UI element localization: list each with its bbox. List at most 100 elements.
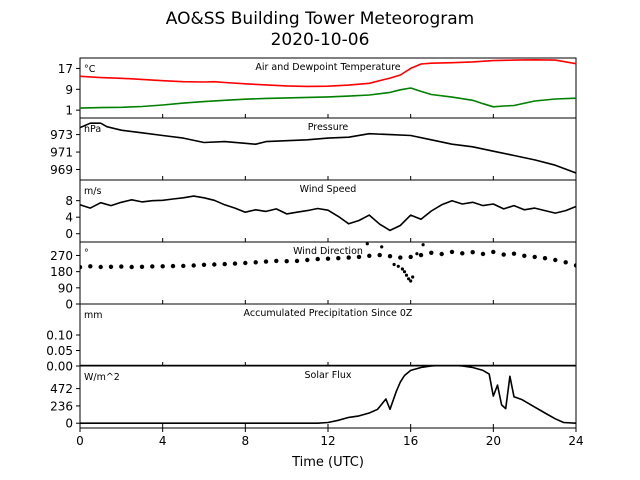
wind-direction-point: [415, 252, 419, 256]
wind-direction-point: [88, 264, 93, 269]
panel-unit: hPa: [84, 124, 101, 135]
y-tick-label: 0: [65, 417, 73, 431]
wind-direction-point: [449, 249, 455, 255]
wind-direction-point: [336, 256, 341, 261]
wind-direction-point: [325, 256, 331, 261]
wind-direction-point: [108, 264, 114, 269]
wind-direction-point: [80, 265, 83, 270]
y-tick-label: 17: [58, 62, 73, 76]
x-tick-label: 24: [568, 434, 583, 448]
figure-subtitle: 2020-10-06: [271, 30, 370, 50]
wind-direction-point: [129, 264, 134, 270]
wind-direction-point: [160, 264, 165, 269]
wind-direction-point: [532, 254, 537, 260]
wind-direction-point: [392, 262, 396, 267]
wind-direction-point: [191, 263, 196, 268]
panel-title: Wind Speed: [300, 184, 357, 195]
wind-direction-point: [170, 263, 176, 269]
y-tick-label: 236: [50, 399, 73, 413]
y-tick-label: 270: [50, 249, 73, 263]
wind-direction-point: [407, 277, 411, 281]
panel-unit: mm: [84, 310, 103, 321]
x-axis: 0 4 8 12 16 20 24: [76, 428, 584, 448]
panel-frame: [79, 365, 577, 429]
wind-direction-point: [429, 250, 434, 255]
wind-direction-point: [396, 264, 400, 268]
series-line-1: [80, 195, 576, 232]
panel-5: 0.00 0.050.10 mm Accumulated Precipitation …: [46, 303, 577, 374]
wind-direction-point: [212, 262, 217, 267]
plot-area: [80, 242, 576, 283]
x-axis-label: Time (UTC): [291, 455, 364, 470]
wind-direction-point: [119, 264, 124, 269]
panel-title: Solar Flux: [305, 370, 352, 381]
y-tick-label: 90: [58, 281, 73, 295]
wind-direction-point: [243, 260, 248, 266]
panel-frame: [79, 117, 577, 181]
wind-direction-point: [522, 253, 527, 258]
panel-3: 0 4 8 m/s Wind Speed: [65, 179, 577, 243]
wind-direction-point: [404, 273, 409, 277]
plot-area: [80, 195, 576, 232]
series-line-1: [80, 122, 576, 174]
wind-direction-point: [553, 257, 558, 263]
panel-6: 0 236 472 W/m^2 Solar Flux: [50, 365, 577, 431]
wind-direction-point: [400, 267, 404, 271]
wind-direction-point: [356, 254, 362, 260]
x-tick-label: 4: [159, 434, 167, 448]
panel-title: Accumulated Precipitation Since 0Z: [244, 308, 413, 319]
panel-1: 1 9 17 °C Air and Dewpoint Temperature: [58, 57, 577, 119]
wind-direction-point: [542, 256, 548, 261]
x-tick-label: 8: [242, 434, 250, 448]
wind-direction-point: [367, 253, 372, 258]
wind-direction-point: [377, 252, 382, 258]
wind-direction-point: [315, 256, 320, 262]
chart-panels: 1 9 17 °C Air and Dewpoint Temperature 969 971…: [46, 57, 577, 431]
wind-direction-point: [470, 250, 475, 255]
y-tick-label: 0: [65, 227, 73, 241]
wind-direction-point: [439, 251, 444, 257]
y-tick-label: 1: [65, 104, 73, 118]
wind-direction-point: [222, 261, 227, 267]
wind-direction-point: [511, 251, 517, 256]
wind-direction-point: [365, 242, 369, 246]
y-tick-label: 472: [50, 382, 73, 396]
panel-title: Wind Direction: [293, 246, 363, 257]
x-tick-label: 16: [403, 434, 418, 448]
panel-unit: m/s: [84, 186, 101, 197]
panel-unit: °: [84, 248, 89, 259]
y-tick-label: 8: [65, 194, 73, 208]
y-tick-label: 0.10: [46, 329, 73, 343]
wind-direction-point: [139, 264, 145, 269]
x-tick-label: 0: [76, 434, 84, 448]
y-tick-label: 971: [50, 146, 73, 160]
panel-frame: [79, 57, 577, 119]
x-tick-label: 12: [320, 434, 335, 448]
wind-direction-point: [387, 254, 393, 259]
wind-direction-point: [274, 258, 279, 264]
wind-direction-point: [573, 263, 576, 268]
wind-direction-point: [563, 260, 568, 265]
plot-area: [80, 58, 576, 109]
wind-direction-point: [411, 275, 415, 279]
series-line-1: [80, 58, 576, 88]
panel-unit: W/m^2: [84, 372, 120, 383]
wind-direction-point: [232, 261, 238, 266]
wind-direction-point: [305, 257, 310, 263]
y-tick-label: 9: [65, 83, 73, 97]
wind-direction-point: [408, 254, 413, 260]
panel-title: Pressure: [308, 122, 349, 133]
wind-direction-point: [346, 255, 351, 260]
x-tick-label: 20: [486, 434, 501, 448]
wind-direction-point: [409, 279, 413, 283]
wind-direction-point: [201, 262, 207, 267]
wind-direction-point: [98, 264, 103, 270]
wind-direction-point: [253, 260, 258, 265]
y-tick-label: 0: [65, 298, 73, 312]
wind-direction-point: [460, 251, 465, 256]
wind-direction-point: [181, 263, 186, 269]
panel-unit: °C: [84, 64, 96, 75]
y-tick-label: 973: [50, 128, 73, 142]
figure-title: AO&SS Building Tower Meteorogram: [166, 9, 474, 29]
plot-area: [80, 366, 576, 425]
